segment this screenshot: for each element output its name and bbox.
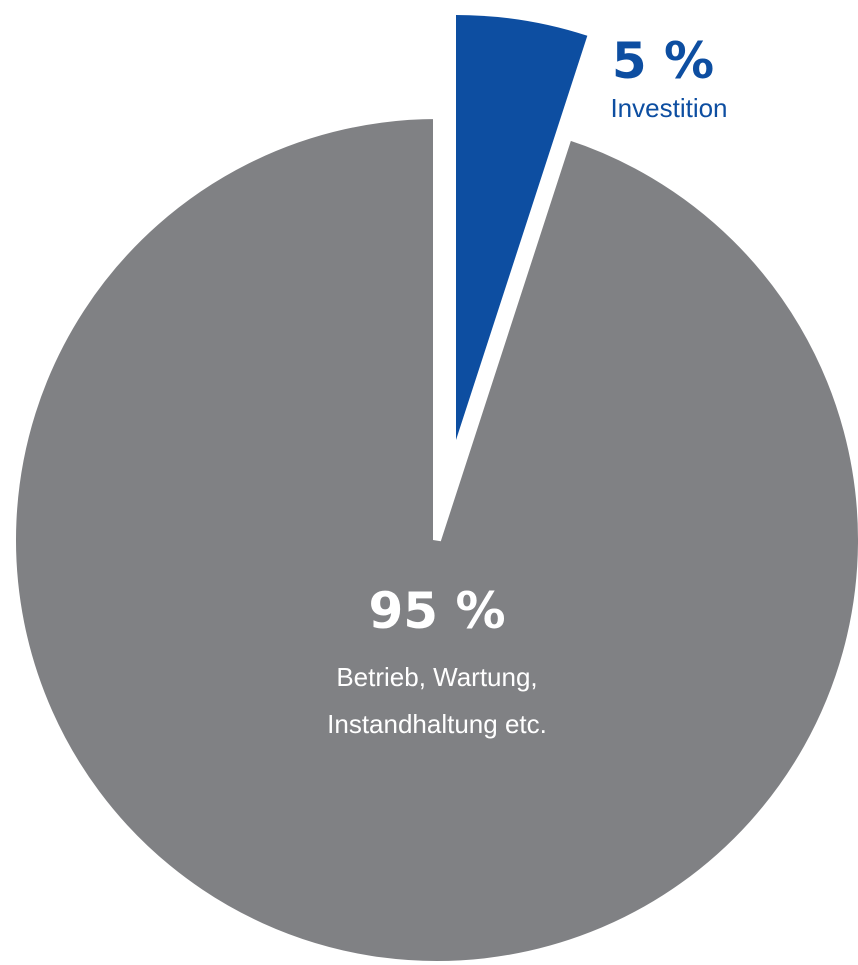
slice-value-label-betrieb: 95 % [368, 582, 505, 640]
pie-slice-betrieb [8, 110, 858, 965]
slice-category-label-betrieb-line2: Instandhaltung etc. [327, 709, 547, 739]
slice-category-label-betrieb-line1: Betrieb, Wartung, [336, 662, 537, 692]
pie-slice-investition [456, 15, 588, 440]
slice-value-label-investition: 5 % [612, 32, 714, 90]
slice-category-label-investition: Investition [610, 93, 727, 123]
